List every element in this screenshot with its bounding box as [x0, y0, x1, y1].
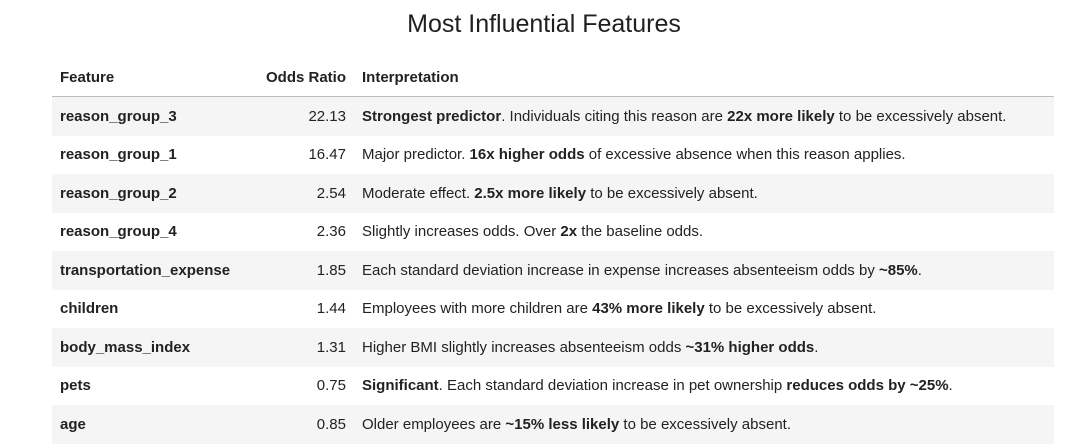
column-header-feature: Feature — [52, 59, 248, 97]
interpretation-text: Older employees are — [362, 415, 506, 433]
interpretation-emphasis: Significant — [362, 377, 439, 395]
interpretation-emphasis: ~15% less likely — [505, 415, 620, 433]
odds-ratio-cell: 22.13 — [308, 107, 346, 125]
feature-cell: reason_group_2 — [60, 184, 177, 202]
odds-ratio-cell: 0.85 — [316, 415, 346, 433]
interpretation-text: Each standard deviation increase in expe… — [362, 261, 879, 279]
interpretation-emphasis: 2x — [560, 223, 578, 241]
interpretation-text: Moderate effect. — [362, 184, 475, 202]
odds-ratio-cell: 16.47 — [308, 146, 346, 164]
interpretation-text: . Individuals citing this reason are — [501, 107, 728, 125]
interpretation-text: . Each standard deviation increase in pe… — [438, 377, 787, 395]
page-title: Most Influential Features — [407, 10, 681, 38]
table-row: reason_group_1 16.47 Major predictor. 16x … — [52, 135, 1054, 175]
column-header-interpretation: Interpretation — [354, 59, 1054, 97]
interpretation-text: Major predictor. — [362, 146, 470, 164]
feature-cell: reason_group_3 — [60, 107, 177, 125]
interpretation-cell: Slightly increases odds. Over 2x the bas… — [354, 213, 1054, 252]
interpretation-emphasis: 43% more likely — [592, 300, 705, 318]
interpretation-text: Slightly increases odds. Over — [362, 223, 561, 241]
interpretation-emphasis: ~31% higher odds — [685, 338, 815, 356]
table-row: body_mass_index 1.31 Higher BMI slightly i… — [52, 328, 1054, 367]
interpretation-cell: Significant. Each standard deviation inc… — [354, 367, 1054, 406]
feature-cell: age — [60, 415, 86, 433]
table-row: pets 0.75 Significant. Each standard devia… — [52, 366, 1054, 406]
table-header: Feature Odds Ratio Interpretation — [52, 59, 1054, 97]
interpretation-emphasis: reduces odds by ~25% — [786, 377, 949, 395]
odds-ratio-cell: 1.85 — [316, 261, 346, 279]
feature-cell: transportation_expense — [60, 261, 231, 279]
interpretation-text: Higher BMI slightly increases absenteeis… — [362, 338, 686, 356]
interpretation-emphasis: Strongest predictor — [362, 107, 502, 125]
table-row: reason_group_4 2.36 Slightly increases odd… — [52, 212, 1054, 252]
interpretation-cell: Older employees are ~15% less likely to … — [354, 405, 1054, 444]
odds-ratio-cell: 1.44 — [316, 300, 346, 318]
table-row: transportation_expense 1.85 Each standard … — [52, 251, 1054, 290]
interpretation-emphasis: 16x higher odds — [469, 146, 585, 164]
table-row: reason_group_2 2.54 Moderate effect. 2.5x … — [52, 174, 1054, 213]
interpretation-text: the baseline odds. — [577, 223, 704, 241]
interpretation-text: of excessive absence when this reason ap… — [584, 146, 906, 164]
interpretation-cell: Employees with more children are 43% mor… — [354, 290, 1054, 329]
odds-ratio-cell: 2.36 — [316, 223, 346, 241]
feature-cell: children — [60, 300, 119, 318]
interpretation-text: . — [917, 261, 922, 279]
interpretation-text: to be excessively absent. — [619, 415, 792, 433]
interpretation-text: . — [814, 338, 819, 356]
feature-cell: reason_group_4 — [60, 223, 177, 241]
interpretation-emphasis: ~85% — [878, 261, 918, 279]
features-table: Feature Odds Ratio Interpretation reason… — [52, 59, 1054, 444]
interpretation-cell: Major predictor. 16x higher odds of exce… — [354, 136, 1054, 175]
interpretation-cell: Moderate effect. 2.5x more likely to be … — [354, 174, 1054, 213]
header-row: Feature Odds Ratio Interpretation — [52, 59, 1054, 97]
column-header-odds-ratio: Odds Ratio — [248, 59, 354, 97]
interpretation-cell: Higher BMI slightly increases absenteeis… — [354, 328, 1054, 367]
interpretation-text: to be excessively absent. — [704, 300, 877, 318]
interpretation-emphasis: 2.5x more likely — [474, 184, 587, 202]
table-row: reason_group_3 22.13 Strongest predictor. … — [52, 96, 1054, 136]
interpretation-cell: Each standard deviation increase in expe… — [354, 251, 1054, 290]
feature-cell: reason_group_1 — [60, 146, 177, 164]
table-body: reason_group_3 22.13 Strongest predictor. … — [52, 96, 1054, 444]
feature-cell: pets — [60, 377, 91, 395]
feature-cell: body_mass_index — [60, 338, 191, 356]
features-table-container: Feature Odds Ratio Interpretation reason… — [52, 59, 1054, 444]
table-row: age 0.85 Older employees are ~15% less lik… — [52, 405, 1054, 444]
interpretation-text: to be excessively absent. — [834, 107, 1007, 125]
odds-ratio-cell: 2.54 — [316, 184, 346, 202]
table-row: children 1.44 Employees with more children… — [52, 289, 1054, 329]
odds-ratio-cell: 0.75 — [316, 377, 346, 395]
odds-ratio-cell: 1.31 — [316, 338, 346, 356]
interpretation-text: to be excessively absent. — [586, 184, 758, 202]
interpretation-emphasis: 22x more likely — [727, 107, 835, 125]
interpretation-text: Employees with more children are — [362, 300, 593, 318]
interpretation-text: . — [948, 377, 953, 395]
interpretation-cell: Strongest predictor. Individuals citing … — [354, 97, 1054, 136]
